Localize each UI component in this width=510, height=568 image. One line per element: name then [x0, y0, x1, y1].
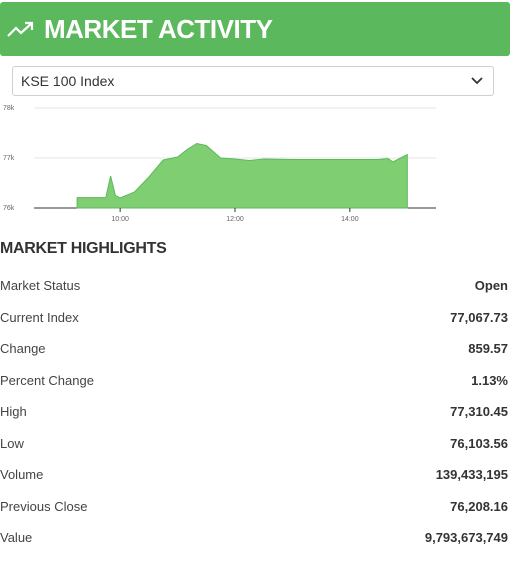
y-tick-label: 78k — [3, 105, 15, 112]
highlight-label: High — [0, 404, 27, 420]
page-title: MARKET ACTIVITY — [44, 13, 273, 44]
highlight-row: Change 859.57 — [0, 333, 510, 365]
highlight-label: Current Index — [0, 309, 79, 325]
highlight-label: Low — [0, 435, 24, 451]
y-tick-label: 77k — [3, 155, 15, 162]
highlight-label: Value — [0, 530, 33, 546]
chevron-down-icon — [471, 74, 485, 88]
highlight-row: Market Status Open — [0, 270, 510, 302]
highlight-row: Previous Close 76,208.16 — [0, 491, 510, 523]
market-activity-header: MARKET ACTIVITY — [0, 2, 510, 56]
highlight-row: Value 9,793,673,749 — [0, 522, 510, 554]
highlight-value: 77,067.73 — [450, 309, 508, 325]
index-chart: 78k 77k 76k 10:00 12:00 14:00 — [3, 105, 436, 223]
highlight-label: Change — [0, 341, 46, 357]
highlight-row: High 77,310.45 — [0, 396, 510, 428]
highlight-row: Percent Change 1.13% — [0, 365, 510, 397]
index-area — [76, 142, 408, 209]
x-tick-label: 14:00 — [341, 216, 359, 223]
highlight-row: Volume 139,433,195 — [0, 459, 510, 491]
x-tick-label: 12:00 — [226, 216, 244, 223]
highlight-value: 1.13% — [471, 372, 508, 388]
highlight-value: 139,433,195 — [435, 467, 508, 483]
highlight-value: 76,103.56 — [450, 435, 508, 451]
trending-up-icon — [6, 17, 38, 41]
highlight-value: Open — [474, 278, 508, 294]
highlight-value: 859.57 — [468, 341, 508, 357]
highlight-value: 9,793,673,749 — [424, 530, 508, 546]
highlight-value: 77,310.45 — [450, 404, 508, 420]
highlight-row: Current Index 77,067.73 — [0, 302, 510, 334]
highlights-title: MARKET HIGHLIGHTS — [0, 240, 167, 257]
x-tick-label: 10:00 — [111, 216, 129, 223]
highlights-table: Market Status Open Current Index 77,067.73 C… — [0, 270, 510, 554]
index-select-value: KSE 100 Index — [21, 73, 115, 89]
highlight-label: Volume — [0, 467, 44, 483]
highlight-value: 76,208.16 — [450, 498, 508, 514]
index-select[interactable]: KSE 100 Index — [12, 66, 494, 96]
y-tick-label: 76k — [3, 205, 15, 212]
highlight-row: Low 76,103.56 — [0, 428, 510, 460]
highlight-label: Market Status — [0, 278, 81, 294]
highlight-label: Percent Change — [0, 372, 94, 388]
highlight-label: Previous Close — [0, 498, 88, 514]
